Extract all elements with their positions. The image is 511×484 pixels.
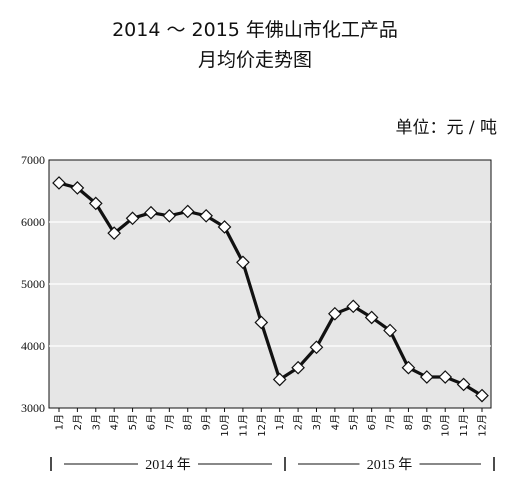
- data-point-marker: [456, 377, 471, 392]
- year-label: 2015 年: [367, 457, 413, 473]
- data-point-marker: [162, 208, 177, 223]
- x-tick-label: 7月: [385, 414, 397, 430]
- data-point-marker: [180, 204, 195, 219]
- x-tick-label: 9月: [421, 414, 433, 430]
- x-tick-label: 3月: [90, 414, 102, 430]
- data-point-marker: [291, 360, 305, 375]
- data-point-marker: [88, 196, 103, 211]
- data-point-marker: [419, 370, 434, 384]
- y-tick-label: 6000: [21, 215, 45, 229]
- year-label: 2014 年: [145, 457, 191, 473]
- x-tick-label: 4月: [329, 414, 341, 430]
- data-point-marker: [144, 205, 158, 220]
- y-tick-label: 3000: [21, 401, 45, 415]
- data-point-marker: [254, 315, 269, 330]
- data-point-marker: [328, 306, 342, 321]
- chart-subtitle: 月均价走势图: [198, 49, 312, 71]
- x-tick-label: 3月: [311, 414, 323, 430]
- data-point-marker: [383, 323, 397, 338]
- x-tick-label: 11月: [458, 414, 470, 437]
- chart-title: 2014 ～ 2015 年佛山市化工产品: [112, 19, 398, 41]
- data-point-marker: [125, 211, 140, 226]
- data-point-marker: [199, 208, 213, 223]
- data-point-marker: [438, 370, 453, 384]
- x-tick-label: 11月: [237, 414, 249, 437]
- x-tick-label: 12月: [477, 414, 489, 437]
- x-axis-ticks: 1月 2月 3月 4月 5月 6月 7月 8月 9月 10月 11月 12月 1月 2月 3月 4月 5月 6月 7…: [54, 408, 489, 437]
- x-tick-label: 6月: [145, 414, 157, 430]
- x-tick-label: 6月: [366, 414, 378, 430]
- x-tick-label: 4月: [109, 414, 121, 430]
- x-tick-label: 1月: [274, 414, 286, 430]
- data-point-marker: [52, 176, 66, 190]
- x-tick-label: 2月: [72, 414, 84, 430]
- x-tick-label: 9月: [201, 414, 213, 430]
- x-tick-label: 1月: [54, 414, 66, 430]
- data-point-marker: [217, 220, 232, 234]
- x-tick-label: 10月: [440, 414, 452, 437]
- x-tick-label: 8月: [182, 414, 194, 430]
- data-point-marker: [107, 226, 122, 241]
- data-point-marker: [236, 255, 250, 270]
- y-tick-label: 5000: [21, 277, 45, 291]
- data-point-marker: [70, 181, 85, 195]
- series-layer: [52, 176, 489, 403]
- y-axis-ticks: 7000 6000 5000 4000 3000: [21, 153, 45, 415]
- x-tick-label: 5月: [127, 414, 139, 430]
- x-tick-label: 7月: [164, 414, 176, 430]
- y-tick-label: 7000: [21, 153, 45, 167]
- data-point-marker: [272, 372, 287, 387]
- data-point-marker: [364, 310, 379, 325]
- x-tick-label: 5月: [348, 414, 360, 430]
- unit-label: 单位：元 / 吨: [395, 118, 497, 138]
- x-tick-label: 12月: [256, 414, 268, 437]
- x-tick-label: 8月: [403, 414, 415, 430]
- data-point-marker: [309, 340, 324, 355]
- y-tick-label: 4000: [21, 339, 45, 353]
- data-point-marker: [346, 299, 361, 314]
- year-groups: 2014 年 2015 年: [50, 457, 495, 473]
- data-point-marker: [475, 388, 489, 403]
- data-point-marker: [401, 360, 416, 375]
- x-tick-label: 2月: [293, 414, 305, 430]
- x-tick-label: 10月: [219, 414, 231, 437]
